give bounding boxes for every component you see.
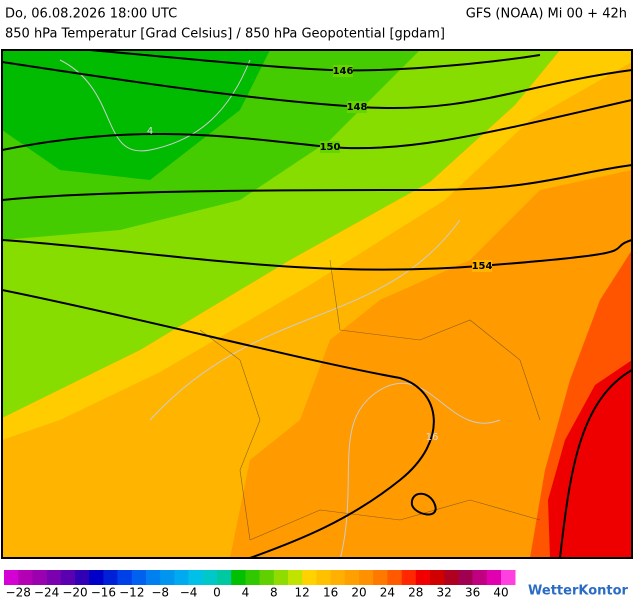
color-swatch <box>188 570 204 585</box>
color-swatch <box>316 570 331 585</box>
contour-label: 154 <box>472 261 493 272</box>
logo: WetterKontor <box>528 584 629 599</box>
subtitle: 850 hPa Temperatur [Grad Celsius] / 850 … <box>5 27 445 42</box>
borders <box>199 259 541 541</box>
color-swatch <box>430 570 445 585</box>
colorbar-label: 4 <box>242 586 250 600</box>
color-swatch <box>373 570 388 585</box>
label-bg <box>347 101 367 113</box>
colorbar-label: 36 <box>465 586 480 600</box>
color-swatch <box>174 570 189 585</box>
color-swatch <box>231 570 246 585</box>
contour-labels: 146 148 150 154 4 16 <box>147 65 493 443</box>
colorbar-label: 8 <box>270 586 278 600</box>
color-swatch <box>217 570 232 585</box>
color-swatch <box>344 570 360 585</box>
color-swatch <box>46 570 62 585</box>
color-swatch <box>245 570 260 585</box>
colorbar-label: −16 <box>91 586 116 600</box>
colorbar-label: 16 <box>323 586 338 600</box>
colorbar-label: 20 <box>351 586 366 600</box>
color-swatch <box>302 570 317 585</box>
color-swatch <box>486 570 502 585</box>
colorbar-label: −28 <box>6 586 31 600</box>
colorbar-label: 12 <box>295 586 310 600</box>
colorbar-label: 24 <box>380 586 395 600</box>
color-swatch <box>75 570 90 585</box>
label-bg <box>472 260 492 272</box>
colorbar-label: 40 <box>493 586 508 600</box>
colorbar-label: −20 <box>62 586 87 600</box>
colorbar-label: 0 <box>213 586 221 600</box>
color-swatch <box>32 570 47 585</box>
contour-label: 150 <box>320 142 341 153</box>
field <box>2 55 632 558</box>
colorbar-label: −12 <box>119 586 144 600</box>
color-swatch <box>501 570 516 585</box>
datetime: Do, 06.08.2026 18:00 UTC <box>5 7 177 22</box>
map <box>1 49 633 559</box>
color-swatch <box>89 570 104 585</box>
model-run: GFS (NOAA) Mi 00 + 42h <box>466 7 627 22</box>
color-swatch <box>117 570 133 585</box>
color-swatch <box>160 570 175 585</box>
color-swatch <box>387 570 402 585</box>
field <box>548 360 632 558</box>
color-swatch <box>330 570 346 585</box>
color-swatch <box>4 570 19 585</box>
isotherm-label: 4 <box>147 126 153 137</box>
color-swatch <box>259 570 275 585</box>
color-swatch <box>444 570 459 585</box>
color-swatch <box>273 570 289 585</box>
colorbar-label: −4 <box>180 586 198 600</box>
field <box>2 50 270 180</box>
color-swatch <box>103 570 118 585</box>
label-bg <box>320 141 340 153</box>
contour-label: 148 <box>347 102 368 113</box>
colorbar-label: 32 <box>437 586 452 600</box>
isotherms <box>59 59 501 558</box>
color-swatch <box>401 570 417 585</box>
label-bg <box>333 65 353 77</box>
colorbar-label: 28 <box>408 586 423 600</box>
color-swatch <box>18 570 33 585</box>
color-swatch <box>288 570 303 585</box>
color-swatch <box>472 570 488 585</box>
colorbar-label: −24 <box>34 586 59 600</box>
color-swatch <box>359 570 374 585</box>
color-swatch <box>415 570 431 585</box>
colorbar-label: −8 <box>151 586 169 600</box>
isotherm-label: 16 <box>426 432 439 443</box>
color-swatch <box>131 570 147 585</box>
color-swatch <box>60 570 76 585</box>
color-swatch <box>146 570 161 585</box>
field <box>2 50 632 440</box>
color-swatch <box>202 570 218 585</box>
color-swatch <box>458 570 473 585</box>
colorbar: −28 −24 −20 −16 −12 −8 −4 0 4 8 12 16 20 24 28 32 36 40 <box>4 570 516 600</box>
contour-label: 146 <box>333 66 354 77</box>
